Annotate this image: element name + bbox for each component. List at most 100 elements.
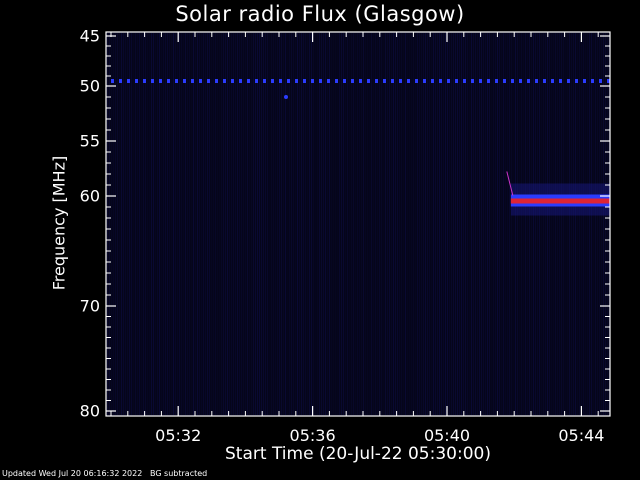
noise-streak — [291, 33, 292, 415]
noise-streak — [303, 33, 304, 415]
noise-streak — [607, 33, 608, 415]
interference-dot — [175, 79, 178, 83]
noise-streak — [479, 33, 480, 415]
noise-streak — [323, 33, 324, 415]
noise-streak — [317, 33, 318, 415]
noise-streak — [335, 33, 336, 415]
interference-dot — [447, 79, 450, 83]
interference-dot — [351, 79, 354, 83]
noise-streak — [217, 33, 218, 415]
noise-streak — [361, 33, 362, 415]
noise-streak — [329, 33, 330, 415]
noise-streak — [147, 33, 148, 415]
y-tick-label: 55 — [79, 131, 100, 151]
interference-dot — [471, 79, 474, 83]
noise-streak — [307, 33, 308, 415]
noise-streak — [511, 33, 512, 415]
noise-streak — [461, 33, 462, 415]
noise-streak — [171, 33, 172, 415]
noise-streak — [289, 33, 290, 415]
noise-streak — [347, 33, 348, 415]
noise-streak — [215, 33, 216, 415]
noise-streak — [403, 33, 404, 415]
interference-dot — [223, 79, 226, 83]
noise-streak — [399, 33, 400, 415]
interference-dot — [255, 79, 258, 83]
noise-streak — [333, 33, 334, 415]
noise-streak — [231, 33, 232, 415]
noise-streak — [601, 33, 602, 415]
noise-streak — [253, 33, 254, 415]
noise-streak — [325, 33, 326, 415]
noise-streak — [299, 33, 300, 415]
noise-streak — [553, 33, 554, 415]
noise-streak — [159, 33, 160, 415]
interference-dot — [239, 79, 242, 83]
noise-streak — [465, 33, 466, 415]
noise-streak — [593, 33, 594, 415]
noise-streak — [475, 33, 476, 415]
noise-streak — [381, 33, 382, 415]
interference-dot — [527, 79, 530, 83]
noise-streak — [603, 33, 604, 415]
noise-streak — [433, 33, 434, 415]
interference-dot — [407, 79, 410, 83]
interference-dot — [119, 79, 122, 83]
noise-streak — [535, 33, 536, 415]
noise-streak — [537, 33, 538, 415]
noise-streak — [387, 33, 388, 415]
noise-streak — [355, 33, 356, 415]
noise-streak — [349, 33, 350, 415]
noise-streak — [281, 33, 282, 415]
interference-dot — [207, 79, 210, 83]
noise-streak — [365, 33, 366, 415]
noise-streak — [423, 33, 424, 415]
noise-streak — [579, 33, 580, 415]
noise-streak — [313, 33, 314, 415]
noise-streak — [247, 33, 248, 415]
interference-dot — [511, 79, 514, 83]
x-tick-label: 05:36 — [289, 426, 336, 445]
noise-streak — [139, 33, 140, 415]
noise-streak — [363, 33, 364, 415]
noise-streak — [345, 33, 346, 415]
noise-streak — [505, 33, 506, 415]
interference-dot — [503, 79, 506, 83]
interference-dot — [167, 79, 170, 83]
interference-dot — [383, 79, 386, 83]
x-tick-label: 05:32 — [155, 426, 202, 445]
noise-streak — [305, 33, 306, 415]
footer-note: BG subtracted — [149, 469, 208, 478]
spectrogram-features — [111, 79, 610, 216]
interference-dot — [607, 79, 610, 83]
noise-streak — [589, 33, 590, 415]
y-tick-label: 50 — [79, 76, 100, 96]
noise-streak — [509, 33, 510, 415]
noise-streak — [523, 33, 524, 415]
noise-streak — [201, 33, 202, 415]
noise-streak — [233, 33, 234, 415]
noise-streak — [161, 33, 162, 415]
noise-streak — [211, 33, 212, 415]
noise-streak — [197, 33, 198, 415]
noise-streak — [179, 33, 180, 415]
interference-dot — [575, 79, 578, 83]
noise-streak — [421, 33, 422, 415]
noise-streak — [541, 33, 542, 415]
interference-dot — [183, 79, 186, 83]
noise-streak — [353, 33, 354, 415]
noise-streak — [395, 33, 396, 415]
footer-updated: Updated Wed Jul 20 06:16:32 2022 — [2, 469, 143, 478]
noise-streak — [115, 33, 116, 415]
noise-streak — [581, 33, 582, 415]
noise-streak — [141, 33, 142, 415]
interference-dot — [415, 79, 418, 83]
emission-onset — [506, 171, 514, 196]
axis-ticks — [106, 32, 610, 416]
interference-dot — [399, 79, 402, 83]
noise-streak — [389, 33, 390, 415]
noise-streak — [173, 33, 174, 415]
noise-streak — [369, 33, 370, 415]
noise-streak — [481, 33, 482, 415]
noise-streak — [111, 33, 112, 415]
